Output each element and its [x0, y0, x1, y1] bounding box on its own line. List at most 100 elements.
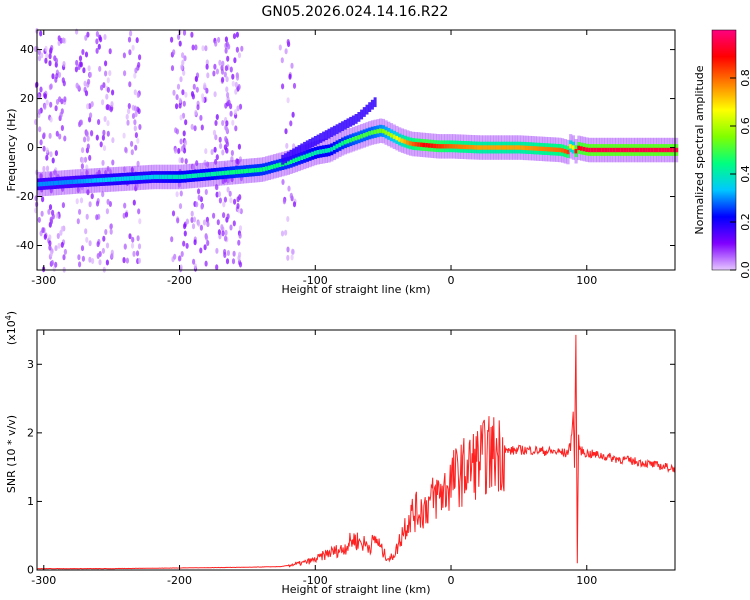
- spectrogram-noise-speck: [182, 130, 186, 137]
- spectrogram-noise-speck: [58, 133, 62, 140]
- spectrogram-noise-speck: [191, 223, 196, 230]
- spectrogram-ridge-core: [61, 180, 65, 185]
- spectrogram-ridge-core: [400, 138, 404, 143]
- spectrogram-noise-speck: [39, 139, 43, 146]
- spectrogram-noise-speck: [225, 141, 229, 148]
- spectrogram-noise-speck: [133, 89, 137, 96]
- spectrogram-ridge-core: [210, 171, 214, 177]
- spectrogram-noise-speck: [78, 55, 83, 62]
- figure-title: GN05.2026.024.14.16.R22: [262, 4, 449, 20]
- spectrogram-noise-speck: [86, 189, 90, 196]
- spectrogram-ridge-core: [175, 174, 179, 180]
- spectrogram-ridge-core: [308, 152, 312, 158]
- spectrogram-ridge-core: [639, 147, 643, 153]
- spectrogram-noise-speck: [286, 254, 290, 261]
- spectrogram-noise-speck: [290, 62, 294, 69]
- spectrogram-x-ticks: -300 -200 -100 0 100: [31, 30, 597, 287]
- spectrogram-ridge-core: [414, 142, 418, 147]
- spectrogram-noise-speck: [292, 201, 297, 208]
- spectrogram-noise-speck: [170, 236, 174, 243]
- spectrogram-noise-speck: [219, 143, 223, 149]
- spectrogram-branch-band: [357, 112, 361, 122]
- spectrogram-ridge-core: [183, 174, 187, 179]
- spectrogram-ridge-core: [316, 150, 320, 155]
- spectrogram-noise-speck: [125, 257, 129, 264]
- spectrogram-noise-speck: [96, 241, 100, 248]
- spectrogram-ridge-core: [186, 174, 190, 179]
- spectrogram-ridge-core: [53, 180, 57, 186]
- spectrogram-ridge-core: [45, 181, 49, 186]
- spectrogram-ridge-core: [362, 133, 366, 138]
- spectrogram-ridge-core: [436, 144, 440, 149]
- y-tick-label: 40: [20, 43, 34, 56]
- spectrogram-noise-speck: [180, 64, 184, 71]
- spectrogram-noise-speck: [105, 104, 109, 111]
- spectrogram-ridge-core: [145, 175, 149, 180]
- spectrogram-noise-speck: [223, 161, 227, 168]
- spectrogram-ridge-core: [115, 176, 119, 182]
- spectrogram-ridge-core: [208, 172, 212, 177]
- spectrogram-ridge-core: [618, 147, 622, 153]
- spectrogram-noise-speck: [184, 158, 188, 165]
- spectrogram-ridge-core: [422, 142, 426, 148]
- spectrogram-ridge-core: [107, 177, 111, 182]
- spectrogram-noise-speck: [225, 86, 229, 93]
- spectrogram-branch-band: [349, 116, 353, 127]
- spectrogram-noise-speck: [218, 59, 222, 66]
- spectrogram-ridge-core: [590, 147, 594, 153]
- snr-y-multiplier: (x104): [4, 311, 18, 345]
- spectrogram-noise-speck: [105, 242, 110, 249]
- spectrogram-ridge-core: [172, 174, 176, 180]
- spectrogram-ridge-core: [612, 147, 616, 153]
- spectrogram-noise-speck: [288, 73, 292, 80]
- spectrogram-noise-speck: [205, 161, 210, 168]
- spectrogram-noise-speck: [49, 83, 53, 90]
- spectrogram-noise-speck: [77, 254, 81, 261]
- spectrogram-ridge-core: [99, 177, 103, 183]
- spectrogram-ridge-core: [628, 147, 632, 153]
- spectrogram-ridge-core: [338, 142, 342, 148]
- spectrogram-ridge-core: [514, 145, 518, 150]
- spectrogram-noise-speck: [86, 143, 90, 150]
- spectrogram-noise-speck: [226, 186, 230, 193]
- spectrogram-noise-speck: [83, 136, 87, 143]
- spectrogram-noise-speck: [101, 159, 105, 166]
- spectrogram-noise-speck: [292, 143, 296, 150]
- spectrogram-noise-speck: [84, 51, 89, 58]
- spectrogram-noise-speck: [135, 250, 140, 257]
- spectrogram-noise-speck: [49, 251, 53, 258]
- spectrogram-ridge-core: [588, 147, 592, 153]
- spectrogram-ridge-core: [94, 178, 98, 183]
- spectrogram-noise-speck: [195, 201, 199, 208]
- spectrogram-noise-speck: [88, 201, 92, 208]
- spectrogram-ridge-core: [427, 143, 432, 148]
- spectrogram-noise-speck: [233, 109, 238, 116]
- spectrogram-noise-speck: [130, 149, 134, 156]
- spectrogram-noise-speck: [183, 223, 187, 230]
- spectrogram-noise-speck: [54, 105, 58, 112]
- spectrogram-noise-speck: [224, 47, 228, 54]
- spectrogram-noise-speck: [138, 124, 142, 130]
- spectrogram-ridge-core: [199, 172, 204, 178]
- spectrogram-noise-speck: [76, 218, 80, 225]
- spectrogram-noise-speck: [48, 244, 52, 251]
- spectrogram-ridge-core: [504, 145, 508, 150]
- spectrogram-ridge-core: [474, 145, 478, 150]
- spectrogram-noise-speck: [206, 240, 210, 246]
- snr-series-line: [36, 334, 676, 570]
- spectrogram-noise-speck: [106, 120, 110, 127]
- spectrogram-noise-speck: [131, 113, 136, 119]
- spectrogram-ridge-core: [246, 168, 250, 174]
- spectrogram-noise-speck: [100, 84, 104, 91]
- spectrogram-ridge-core: [669, 147, 673, 153]
- spectrogram-noise-speck: [85, 164, 89, 171]
- spectrogram-noise-speck: [55, 212, 59, 219]
- snr-plot-area: [37, 330, 675, 570]
- spectrogram-noise-speck: [172, 89, 176, 96]
- spectrogram-ridge-core: [80, 179, 84, 184]
- spectrogram-noise-speck: [110, 252, 114, 259]
- spectrogram-noise-speck: [178, 203, 183, 210]
- x-tick-label: 0: [448, 574, 455, 587]
- spectrogram-noise-speck: [234, 88, 238, 95]
- spectrogram-noise-speck: [91, 258, 95, 264]
